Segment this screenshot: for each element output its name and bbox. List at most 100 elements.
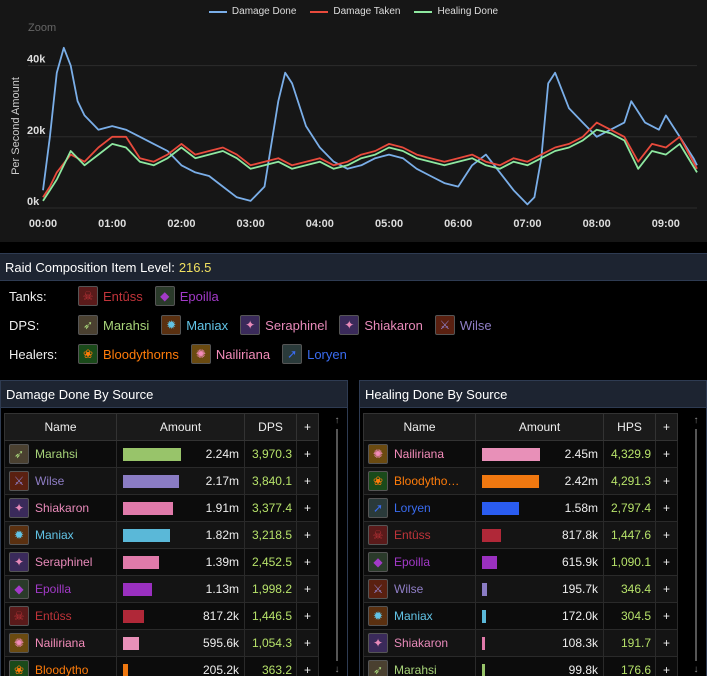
expand-button[interactable]: +: [296, 548, 319, 576]
zoom-button[interactable]: Zoom: [28, 22, 57, 34]
column-header-name[interactable]: Name: [363, 413, 476, 441]
scroll-track[interactable]: [695, 429, 697, 661]
table-row[interactable]: ✹ Maniax 172.0k 304.5 +: [363, 602, 678, 630]
player-name[interactable]: Shiakaron: [394, 636, 449, 650]
table-row[interactable]: ❀ Bloodytho… 2.42m 4,291.3 +: [363, 467, 678, 495]
amount-bar: [482, 448, 540, 461]
player-name[interactable]: Maniax: [35, 528, 74, 542]
table-row[interactable]: ✦ Seraphinel 1.39m 2,452.5 +: [4, 548, 319, 576]
player-name[interactable]: Marahsi: [35, 447, 78, 461]
name-wrap: ☠ Entûss: [9, 603, 112, 629]
table-row[interactable]: ➚ Loryen 1.58m 2,797.4 +: [363, 494, 678, 522]
column-header-amount[interactable]: Amount: [116, 413, 245, 441]
column-header-plus[interactable]: +: [296, 413, 319, 441]
member-entûss[interactable]: ☠ Entûss: [78, 286, 143, 306]
scroll-down-icon[interactable]: ↓: [693, 664, 699, 675]
member-bloodythorns[interactable]: ❀ Bloodythorns: [78, 344, 179, 364]
damage-scrollbar[interactable]: ↑ ↓: [331, 413, 343, 676]
amount-value: 2.17m: [205, 474, 239, 488]
expand-button[interactable]: +: [655, 494, 678, 522]
comp-row-label: DPS:: [9, 317, 40, 333]
expand-button[interactable]: +: [655, 548, 678, 576]
column-header-name[interactable]: Name: [4, 413, 117, 441]
expand-button[interactable]: +: [296, 602, 319, 630]
expand-button[interactable]: +: [296, 467, 319, 495]
member-nailiriana[interactable]: ✺ Nailiriana: [190, 344, 270, 364]
member-name: Shiakaron: [364, 317, 423, 333]
member-wilse[interactable]: ⚔ Wilse: [434, 315, 492, 335]
player-name[interactable]: Loryen: [394, 501, 431, 515]
amount-cell: 595.6k: [116, 629, 245, 657]
amount-bar: [482, 583, 487, 596]
player-name[interactable]: Wilse: [35, 474, 65, 488]
member-maniax[interactable]: ✹ Maniax: [161, 315, 228, 335]
player-name[interactable]: Seraphinel: [35, 555, 93, 569]
amount-bar: [123, 502, 173, 515]
scroll-track[interactable]: [336, 429, 338, 661]
column-header-plus[interactable]: +: [655, 413, 678, 441]
column-header-amount[interactable]: Amount: [475, 413, 604, 441]
player-name[interactable]: Marahsi: [394, 663, 437, 676]
member-epoilla[interactable]: ◆ Epoilla: [154, 286, 219, 306]
expand-button[interactable]: +: [296, 521, 319, 549]
table-row[interactable]: ✦ Shiakaron 1.91m 3,377.4 +: [4, 494, 319, 522]
table-row[interactable]: ⚔ Wilse 2.17m 3,840.1 +: [4, 467, 319, 495]
legend-swatch: [208, 10, 227, 13]
shadow-icon: ✦: [9, 498, 29, 518]
expand-button[interactable]: +: [655, 629, 678, 657]
player-name[interactable]: Wilse: [394, 582, 424, 596]
expand-button[interactable]: +: [655, 521, 678, 549]
player-name[interactable]: Shiakaron: [35, 501, 90, 515]
expand-button[interactable]: +: [655, 656, 678, 676]
player-name[interactable]: Epoilla: [35, 582, 72, 596]
player-name[interactable]: Nailiriana: [394, 447, 445, 461]
scroll-down-icon[interactable]: ↓: [334, 664, 340, 675]
player-name[interactable]: Bloodytho…: [394, 474, 460, 488]
member-shiakaron[interactable]: ✦ Shiakaron: [339, 315, 423, 335]
table-row[interactable]: ◆ Epoilla 615.9k 1,090.1 +: [363, 548, 678, 576]
table-row[interactable]: ✺ Nailiriana 595.6k 1,054.3 +: [4, 629, 319, 657]
table-row[interactable]: ✹ Maniax 1.82m 3,218.5 +: [4, 521, 319, 549]
table-row[interactable]: ✺ Nailiriana 2.45m 4,329.9 +: [363, 440, 678, 468]
player-name[interactable]: Epoilla: [394, 555, 431, 569]
expand-button[interactable]: +: [296, 656, 319, 676]
legend-item-healing-done[interactable]: Healing Done: [414, 6, 498, 17]
expand-button[interactable]: +: [296, 575, 319, 603]
table-row[interactable]: ◆ Epoilla 1.13m 1,998.2 +: [4, 575, 319, 603]
member-loryen[interactable]: ➚ Loryen: [282, 344, 347, 364]
expand-button[interactable]: +: [296, 440, 319, 468]
shadow-icon: ✦: [339, 315, 360, 335]
rate-value: 176.6: [603, 656, 656, 676]
column-header-dps[interactable]: DPS: [244, 413, 297, 441]
legend-item-damage-done[interactable]: Damage Done: [208, 6, 296, 17]
expand-button[interactable]: +: [655, 440, 678, 468]
healing-scrollbar[interactable]: ↑ ↓: [690, 413, 702, 676]
scroll-up-icon[interactable]: ↑: [693, 415, 699, 426]
member-marahsi[interactable]: ➶ Marahsi: [78, 315, 149, 335]
table-row[interactable]: ☠ Entûss 817.2k 1,446.5 +: [4, 602, 319, 630]
player-name[interactable]: Entûss: [35, 609, 72, 623]
expand-button[interactable]: +: [296, 494, 319, 522]
column-header-hps[interactable]: HPS: [603, 413, 656, 441]
player-name[interactable]: Nailiriana: [35, 636, 86, 650]
table-row[interactable]: ➶ Marahsi 2.24m 3,970.3 +: [4, 440, 319, 468]
player-name[interactable]: Entûss: [394, 528, 431, 542]
expand-button[interactable]: +: [655, 602, 678, 630]
name-cell: ✦ Shiakaron: [363, 629, 476, 657]
table-row[interactable]: ❀ Bloodytho 205.2k 363.2 +: [4, 656, 319, 676]
table-row[interactable]: ➶ Marahsi 99.8k 176.6 +: [363, 656, 678, 676]
fury-warrior-icon: ⚔: [368, 579, 388, 599]
expand-button[interactable]: +: [655, 467, 678, 495]
shadow-icon: ✦: [368, 633, 388, 653]
table-row[interactable]: ✦ Shiakaron 108.3k 191.7 +: [363, 629, 678, 657]
expand-button[interactable]: +: [296, 629, 319, 657]
rate-value: 363.2: [244, 656, 297, 676]
member-seraphinel[interactable]: ✦ Seraphinel: [240, 315, 327, 335]
player-name[interactable]: Maniax: [394, 609, 433, 623]
table-row[interactable]: ⚔ Wilse 195.7k 346.4 +: [363, 575, 678, 603]
legend-item-damage-taken[interactable]: Damage Taken: [310, 6, 400, 17]
player-name[interactable]: Bloodytho: [35, 663, 89, 676]
table-row[interactable]: ☠ Entûss 817.8k 1,447.6 +: [363, 521, 678, 549]
expand-button[interactable]: +: [655, 575, 678, 603]
scroll-up-icon[interactable]: ↑: [334, 415, 340, 426]
